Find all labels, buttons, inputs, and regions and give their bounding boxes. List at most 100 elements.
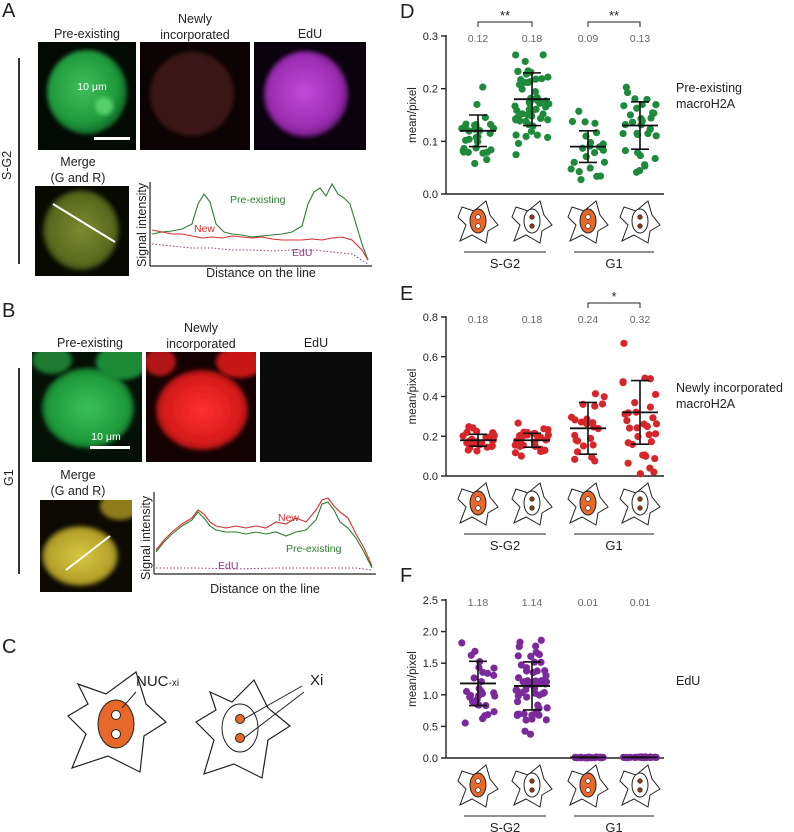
e-data-point bbox=[642, 452, 650, 460]
e-data-point bbox=[631, 399, 639, 407]
d-data-point bbox=[514, 67, 522, 75]
e-data-point bbox=[543, 435, 551, 443]
d-data-point bbox=[544, 116, 552, 124]
panel-label-b: B bbox=[2, 300, 16, 322]
d-data-point bbox=[628, 118, 637, 126]
f-data-point bbox=[462, 687, 471, 696]
f-xi-dot bbox=[585, 778, 591, 784]
f-data-point bbox=[490, 689, 498, 697]
d-group-label: S-G2 bbox=[490, 256, 520, 271]
d-data-point bbox=[544, 73, 552, 81]
f-nucleus-icon bbox=[579, 772, 597, 798]
e-data-point bbox=[649, 414, 657, 422]
d-data-point bbox=[632, 168, 641, 176]
e-xi-dot bbox=[529, 505, 535, 511]
e-nucleus-icon bbox=[523, 490, 541, 516]
f-data-point bbox=[534, 701, 542, 709]
f-data-point bbox=[479, 668, 487, 676]
d-data-point bbox=[459, 147, 467, 155]
d-data-point bbox=[522, 117, 530, 125]
f-data-point bbox=[490, 708, 498, 716]
f-data-point bbox=[519, 678, 527, 686]
f-mean-label: 0.01 bbox=[630, 597, 651, 609]
f-group-label: G1 bbox=[605, 820, 622, 832]
e-data-point bbox=[651, 454, 659, 463]
e-data-point bbox=[636, 470, 644, 478]
e-data-point bbox=[514, 419, 522, 427]
e-data-point bbox=[625, 424, 634, 432]
panel-label-d: D bbox=[400, 1, 414, 23]
b-image-newly bbox=[146, 352, 256, 462]
f-data-point bbox=[475, 663, 483, 671]
e-data-point bbox=[600, 393, 608, 401]
e-data-point bbox=[623, 416, 631, 425]
d-data-point bbox=[471, 159, 479, 168]
panel-label-f: F bbox=[400, 565, 412, 587]
f-group-label: S-G2 bbox=[490, 820, 520, 832]
d-xi-dot bbox=[475, 223, 481, 229]
e-data-point bbox=[465, 423, 473, 431]
b-profile-label-new: New bbox=[278, 512, 299, 524]
a-profile-label-edu: EdU bbox=[292, 247, 312, 259]
d-mean-label: 0.13 bbox=[630, 33, 651, 45]
e-data-point bbox=[459, 432, 467, 440]
d-xi-dot bbox=[529, 223, 535, 229]
d-data-point bbox=[568, 117, 577, 126]
d-data-point bbox=[644, 129, 652, 138]
d-xi-dot bbox=[585, 223, 591, 229]
e-group-label: G1 bbox=[605, 538, 622, 553]
e-data-point bbox=[651, 430, 660, 438]
e-data-point bbox=[620, 339, 628, 347]
b-side-bar bbox=[18, 368, 20, 574]
d-data-point bbox=[511, 102, 519, 110]
f-data-point bbox=[543, 704, 551, 712]
a-image-newly bbox=[140, 42, 250, 150]
f-xi-dot bbox=[585, 787, 591, 793]
d-data-point bbox=[633, 104, 641, 112]
d-data-point bbox=[533, 131, 541, 139]
f-xi-dot bbox=[475, 787, 481, 793]
d-xi-dot bbox=[475, 214, 481, 220]
d-ytick-label: 0.1 bbox=[423, 136, 438, 148]
d-xi-dot bbox=[529, 214, 535, 220]
e-data-point bbox=[531, 442, 539, 450]
f-data-point bbox=[526, 730, 535, 738]
b-image-merge bbox=[40, 500, 132, 592]
d-data-point bbox=[512, 51, 520, 59]
f-data-point bbox=[481, 712, 489, 720]
e-data-point bbox=[624, 459, 632, 467]
d-data-point bbox=[577, 176, 585, 184]
d-data-point bbox=[570, 158, 578, 166]
e-ytick-label: 0.6 bbox=[423, 352, 438, 364]
f-xi-dot bbox=[637, 787, 643, 793]
d-data-point bbox=[539, 51, 547, 59]
e-xi-dot bbox=[637, 496, 643, 502]
f-ytick-label: 0.5 bbox=[423, 721, 438, 733]
d-data-point bbox=[567, 165, 575, 173]
f-data-point bbox=[516, 638, 524, 646]
f-mean-label: 0.01 bbox=[578, 597, 599, 609]
d-mean-label: 0.12 bbox=[468, 33, 489, 45]
d-data-point bbox=[532, 75, 540, 83]
d-data-point bbox=[545, 100, 553, 108]
d-mean-label: 0.18 bbox=[522, 33, 543, 45]
e-nucleus-icon bbox=[631, 490, 649, 516]
d-group-label: G1 bbox=[605, 256, 622, 271]
a-side-bar bbox=[18, 58, 20, 264]
b-profile-plot: New Pre-existing EdU bbox=[153, 492, 376, 575]
panel-label-e: E bbox=[400, 283, 413, 305]
a-image-merge bbox=[35, 186, 129, 276]
d-data-point bbox=[525, 98, 533, 106]
a-title-edu: EdU bbox=[297, 27, 323, 41]
e-sig-label: * bbox=[611, 289, 616, 304]
d-ylabel: mean/pixel bbox=[407, 87, 419, 143]
d-data-point bbox=[599, 146, 607, 154]
d-data-point bbox=[621, 147, 629, 155]
d-data-point bbox=[462, 136, 470, 144]
e-data-point bbox=[588, 453, 596, 461]
b-profile-ylabel: Signal intensity bbox=[139, 495, 153, 580]
d-data-point bbox=[631, 95, 639, 103]
a-side-label: S-G2 bbox=[0, 150, 14, 180]
e-mean-label: 0.18 bbox=[468, 314, 489, 326]
c-label-nuc: NUC-xi bbox=[136, 673, 180, 690]
